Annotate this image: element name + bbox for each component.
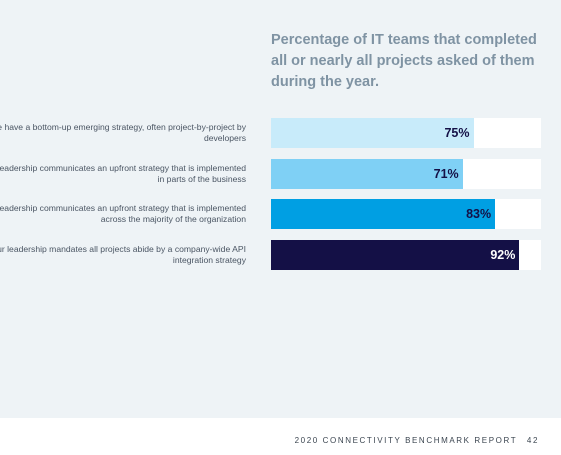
bar-row: Our leadership communicates an upfront s… [0,199,561,229]
bar-row: Our leadership mandates all projects abi… [0,239,561,270]
bar [271,118,474,148]
chart-title: Percentage of IT teams that completed al… [271,32,537,90]
bar-row: Our leadership communicates an upfront s… [0,158,561,189]
bar-track: 92% [271,239,541,270]
data-label: 71% [433,166,459,181]
bar-track: 83% [271,199,541,229]
bar [271,239,520,270]
data-label: 75% [444,126,470,140]
page-number: 42 [526,436,539,445]
page-footer: 2020 CONNECTIVITY BENCHMARK REPORT 42 [295,436,539,445]
bar-track: 75% [271,118,541,148]
category-label: Our leadership mandates all projects abi… [0,243,246,265]
bar [271,158,463,189]
report-title: 2020 CONNECTIVITY BENCHMARK REPORT [294,436,518,445]
data-label: 92% [490,247,516,262]
bar-row: We have a bottom-up emerging strategy, o… [0,118,561,148]
category-label: We have a bottom-up emerging strategy, o… [0,122,246,143]
bar [271,199,496,229]
category-label: Our leadership communicates an upfront s… [0,203,246,224]
category-label: Our leadership communicates an upfront s… [0,162,246,184]
bar-track: 71% [271,158,541,189]
chart-panel: Percentage of IT teams that completed al… [0,0,561,418]
data-label: 83% [466,207,492,221]
